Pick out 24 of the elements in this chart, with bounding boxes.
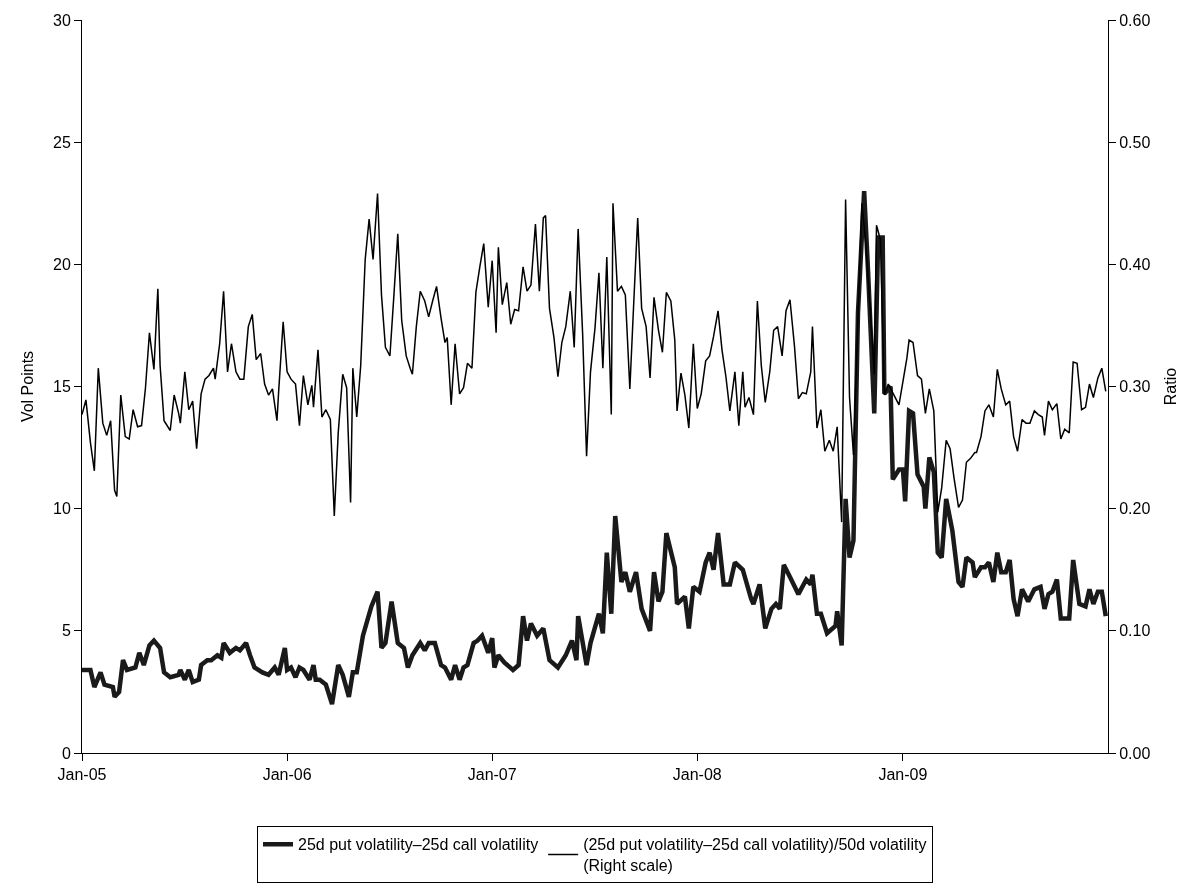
y-axis-title: Vol Points bbox=[18, 350, 36, 423]
x-tick-label: Jan-09 bbox=[878, 766, 928, 784]
legend-label: 25d put volatility–25d call volatility bbox=[298, 836, 539, 854]
y-tick-label: 25 bbox=[53, 133, 71, 151]
x-tick-label: Jan-05 bbox=[57, 766, 107, 784]
y-tick-label: 10 bbox=[53, 500, 71, 518]
y2-tick-label: 0.40 bbox=[1119, 255, 1151, 273]
x-tick-label: Jan-07 bbox=[467, 766, 517, 784]
legend-label: (25d put volatility–25d call volatility)/50d volatility (Right scale) bbox=[583, 836, 927, 875]
y-tick-label: 20 bbox=[53, 255, 71, 273]
y2-tick-label: 0.10 bbox=[1119, 622, 1151, 640]
y-tick-label: 5 bbox=[61, 622, 71, 640]
y2-axis-title: Ratio bbox=[1162, 367, 1180, 406]
y2-tick-label: 0.00 bbox=[1119, 744, 1151, 762]
y-tick-label: 30 bbox=[53, 11, 71, 29]
y2-tick-label: 0.20 bbox=[1119, 500, 1151, 518]
line-series bbox=[82, 188, 1108, 707]
y2-tick-label: 0.30 bbox=[1119, 378, 1151, 396]
x-tick-label: Jan-08 bbox=[672, 766, 722, 784]
y-tick-label: 15 bbox=[53, 378, 71, 396]
y2-tick-label: 0.60 bbox=[1119, 11, 1151, 29]
x-tick-label: Jan-06 bbox=[262, 766, 312, 784]
y-tick-label: 0 bbox=[61, 744, 71, 762]
y2-tick-label: 0.50 bbox=[1119, 133, 1151, 151]
